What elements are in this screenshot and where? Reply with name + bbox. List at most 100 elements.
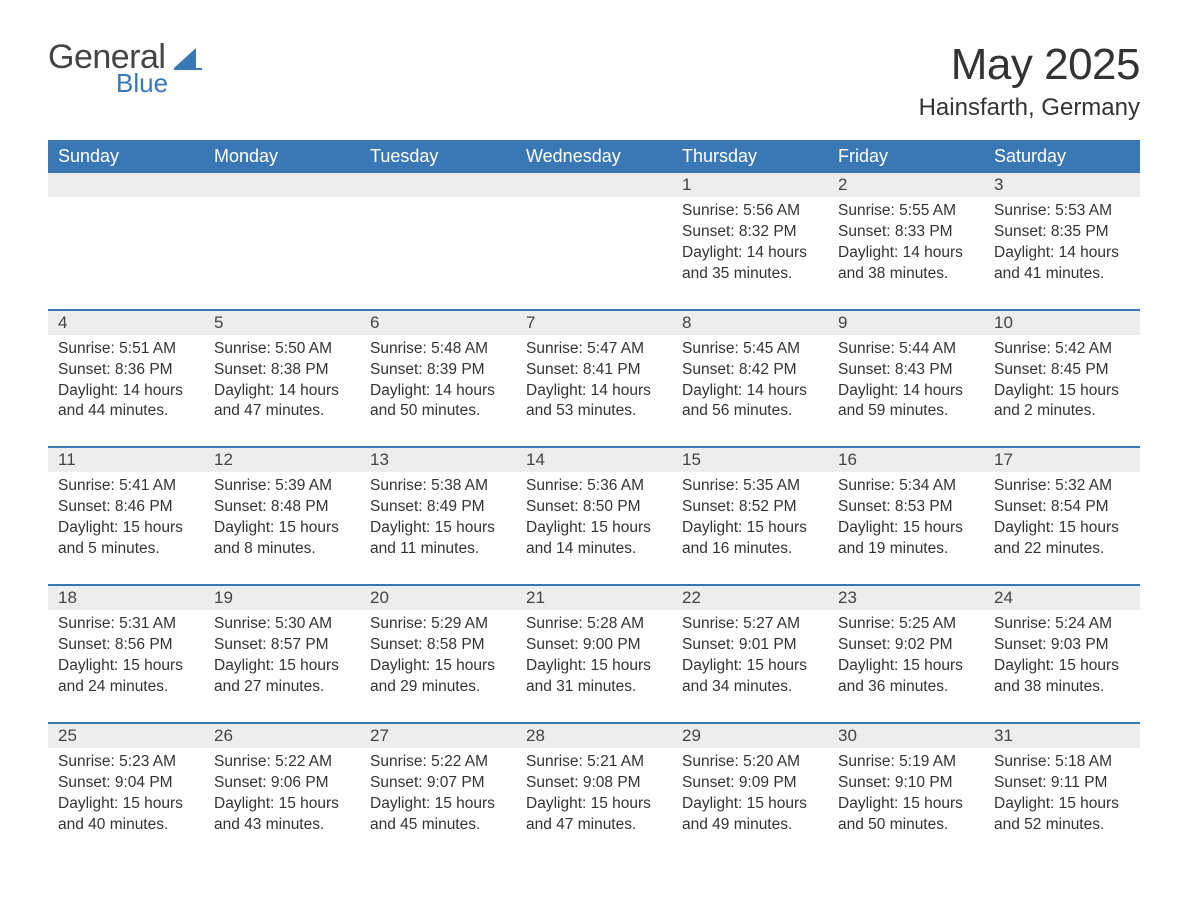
calendar-cell: 3Sunrise: 5:53 AMSunset: 8:35 PMDaylight…	[984, 173, 1140, 310]
logo: General Blue	[48, 40, 202, 96]
day-number: 9	[828, 311, 984, 335]
calendar-cell: 4Sunrise: 5:51 AMSunset: 8:36 PMDaylight…	[48, 310, 204, 448]
daylight-line: Daylight: 15 hours and 29 minutes.	[370, 656, 506, 698]
weekday-header: Monday	[204, 140, 360, 173]
day-detail: Sunrise: 5:36 AMSunset: 8:50 PMDaylight:…	[526, 476, 662, 560]
daylight-line: Daylight: 14 hours and 59 minutes.	[838, 381, 974, 423]
calendar-cell: 8 Sunrise: 5:45 AMSunset: 8:42 PMDaylight…	[672, 310, 828, 448]
sunset-line: Sunset: 8:46 PM	[58, 497, 194, 518]
empty-day-bar	[360, 173, 516, 197]
sunset-line: Sunset: 8:57 PM	[214, 635, 350, 656]
sunset-line: Sunset: 8:33 PM	[838, 222, 974, 243]
weekday-header: Wednesday	[516, 140, 672, 173]
sunrise-line: Sunrise: 5:25 AM	[838, 614, 974, 635]
calendar-cell: 14Sunrise: 5:36 AMSunset: 8:50 PMDayligh…	[516, 447, 672, 585]
daylight-line: Daylight: 15 hours and 24 minutes.	[58, 656, 194, 698]
sunset-line: Sunset: 8:38 PM	[214, 360, 350, 381]
day-detail: Sunrise: 5:29 AMSunset: 8:58 PMDaylight:…	[370, 614, 506, 698]
day-number: 10	[984, 311, 1140, 335]
daylight-line: Daylight: 15 hours and 16 minutes.	[682, 518, 818, 560]
sunrise-line: Sunrise: 5:18 AM	[994, 752, 1130, 773]
day-number: 5	[204, 311, 360, 335]
daylight-line: Daylight: 15 hours and 38 minutes.	[994, 656, 1130, 698]
sunrise-line: Sunrise: 5:23 AM	[58, 752, 194, 773]
sunset-line: Sunset: 8:43 PM	[838, 360, 974, 381]
sunrise-line: Sunrise: 5:45 AM	[682, 339, 818, 360]
day-number: 21	[516, 586, 672, 610]
daylight-line: Daylight: 14 hours and 53 minutes.	[526, 381, 662, 423]
daylight-line: Daylight: 15 hours and 43 minutes.	[214, 794, 350, 836]
calendar-table: SundayMondayTuesdayWednesdayThursdayFrid…	[48, 140, 1140, 859]
calendar-cell	[48, 173, 204, 310]
day-number: 15	[672, 448, 828, 472]
day-detail: Sunrise: 5:27 AMSunset: 9:01 PMDaylight:…	[682, 614, 818, 698]
sunrise-line: Sunrise: 5:32 AM	[994, 476, 1130, 497]
calendar-cell: 23Sunrise: 5:25 AMSunset: 9:02 PMDayligh…	[828, 585, 984, 723]
sunrise-line: Sunrise: 5:55 AM	[838, 201, 974, 222]
sunset-line: Sunset: 9:00 PM	[526, 635, 662, 656]
sunrise-line: Sunrise: 5:41 AM	[58, 476, 194, 497]
day-detail: Sunrise: 5:25 AMSunset: 9:02 PMDaylight:…	[838, 614, 974, 698]
calendar-cell: 22Sunrise: 5:27 AMSunset: 9:01 PMDayligh…	[672, 585, 828, 723]
sunrise-line: Sunrise: 5:39 AM	[214, 476, 350, 497]
sunset-line: Sunset: 8:36 PM	[58, 360, 194, 381]
sunset-line: Sunset: 8:48 PM	[214, 497, 350, 518]
calendar-cell: 18Sunrise: 5:31 AMSunset: 8:56 PMDayligh…	[48, 585, 204, 723]
sunrise-line: Sunrise: 5:34 AM	[838, 476, 974, 497]
calendar-cell: 10 Sunrise: 5:42 AMSunset: 8:45 PMDayligh…	[984, 310, 1140, 448]
sunset-line: Sunset: 9:06 PM	[214, 773, 350, 794]
day-detail: Sunrise: 5:55 AMSunset: 8:33 PMDaylight:…	[838, 201, 974, 285]
logo-sail-icon	[174, 46, 202, 75]
daylight-line: Daylight: 14 hours and 50 minutes.	[370, 381, 506, 423]
calendar-cell: 17Sunrise: 5:32 AMSunset: 8:54 PMDayligh…	[984, 447, 1140, 585]
day-detail: Sunrise: 5:21 AMSunset: 9:08 PMDaylight:…	[526, 752, 662, 836]
sunrise-line: Sunrise: 5:21 AM	[526, 752, 662, 773]
sunrise-line: Sunrise: 5:20 AM	[682, 752, 818, 773]
daylight-line: Daylight: 14 hours and 35 minutes.	[682, 243, 818, 285]
day-detail: Sunrise: 5:22 AMSunset: 9:07 PMDaylight:…	[370, 752, 506, 836]
calendar-row: 11 Sunrise: 5:41 AMSunset: 8:46 PM Dayligh…	[48, 447, 1140, 585]
day-detail: Sunrise: 5:47 AMSunset: 8:41 PMDaylight:…	[526, 339, 662, 423]
daylight-line: Daylight: 15 hours and 2 minutes.	[994, 381, 1130, 423]
sunrise-line: Sunrise: 5:22 AM	[370, 752, 506, 773]
calendar-cell: 12Sunrise: 5:39 AMSunset: 8:48 PMDayligh…	[204, 447, 360, 585]
day-detail: Sunrise: 5:48 AMSunset: 8:39 PMDaylight:…	[370, 339, 506, 423]
day-detail: Sunrise: 5:51 AMSunset: 8:36 PMDaylight:…	[58, 339, 194, 423]
sunset-line: Sunset: 9:11 PM	[994, 773, 1130, 794]
calendar-cell	[516, 173, 672, 310]
sunset-line: Sunset: 8:50 PM	[526, 497, 662, 518]
day-number: 26	[204, 724, 360, 748]
day-number: 11	[48, 448, 204, 472]
sunset-line: Sunset: 8:45 PM	[994, 360, 1130, 381]
empty-day-bar	[48, 173, 204, 197]
day-detail: Sunrise: 5:22 AMSunset: 9:06 PMDaylight:…	[214, 752, 350, 836]
calendar-cell: 16Sunrise: 5:34 AMSunset: 8:53 PMDayligh…	[828, 447, 984, 585]
day-detail: Sunrise: 5:20 AMSunset: 9:09 PMDaylight:…	[682, 752, 818, 836]
day-number: 8	[672, 311, 828, 335]
calendar-cell: 15Sunrise: 5:35 AMSunset: 8:52 PMDayligh…	[672, 447, 828, 585]
daylight-line: Daylight: 15 hours and 50 minutes.	[838, 794, 974, 836]
day-number: 27	[360, 724, 516, 748]
day-detail: Sunrise: 5:19 AMSunset: 9:10 PMDaylight:…	[838, 752, 974, 836]
sunset-line: Sunset: 8:42 PM	[682, 360, 818, 381]
daylight-line: Daylight: 14 hours and 56 minutes.	[682, 381, 818, 423]
day-detail: Sunrise: 5:42 AMSunset: 8:45 PMDaylight:…	[994, 339, 1130, 423]
sunrise-line: Sunrise: 5:53 AM	[994, 201, 1130, 222]
sunrise-line: Sunrise: 5:48 AM	[370, 339, 506, 360]
calendar-cell: 25Sunrise: 5:23 AMSunset: 9:04 PMDayligh…	[48, 723, 204, 860]
day-number: 24	[984, 586, 1140, 610]
sunset-line: Sunset: 8:53 PM	[838, 497, 974, 518]
day-detail: Sunrise: 5:34 AMSunset: 8:53 PMDaylight:…	[838, 476, 974, 560]
weekday-header: Thursday	[672, 140, 828, 173]
day-detail: Sunrise: 5:45 AMSunset: 8:42 PMDaylight:…	[682, 339, 818, 423]
daylight-line: Daylight: 15 hours and 47 minutes.	[526, 794, 662, 836]
daylight-line: Daylight: 15 hours and 31 minutes.	[526, 656, 662, 698]
sunset-line: Sunset: 8:52 PM	[682, 497, 818, 518]
logo-text: General Blue	[48, 40, 168, 96]
daylight-line: Daylight: 14 hours and 44 minutes.	[58, 381, 194, 423]
sunset-line: Sunset: 9:02 PM	[838, 635, 974, 656]
day-detail: Sunrise: 5:53 AMSunset: 8:35 PMDaylight:…	[994, 201, 1130, 285]
day-number: 19	[204, 586, 360, 610]
daylight-line: Daylight: 14 hours and 41 minutes.	[994, 243, 1130, 285]
sunset-line: Sunset: 8:58 PM	[370, 635, 506, 656]
